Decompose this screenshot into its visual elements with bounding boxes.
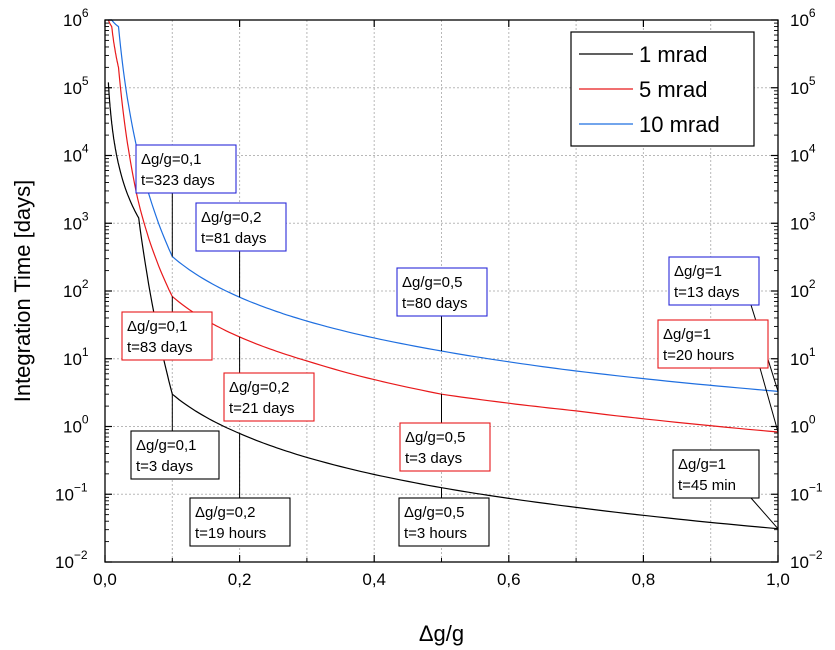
- annotation-leader: [759, 367, 779, 433]
- annotation-value: t=19 hours: [195, 525, 266, 542]
- series-line: [108, 19, 779, 392]
- y-tick-label-right: 103: [790, 209, 816, 233]
- annotation-label: Δg/g=0,1: [141, 151, 201, 168]
- annotation-value: t=3 days: [136, 458, 193, 475]
- annotation-box: [135, 144, 237, 194]
- x-tick-label: 0,8: [632, 570, 656, 589]
- y-tick-label-right: 105: [790, 74, 816, 98]
- annotation-label: Δg/g=0,1: [136, 437, 196, 454]
- y-tick-label: 103: [63, 209, 89, 233]
- annotation-value: t=80 days: [402, 295, 467, 312]
- legend-entry: 1 mrad: [639, 42, 707, 67]
- annotation-label: Δg/g=0,2: [229, 379, 289, 396]
- annotation-value: t=21 days: [229, 400, 294, 417]
- annotation-value: t=45 min: [678, 477, 736, 494]
- y-tick-label: 101: [63, 345, 89, 369]
- annotation-value: t=323 days: [141, 172, 215, 189]
- y-tick-label-right: 100: [790, 413, 816, 437]
- annotation-box: [399, 422, 491, 472]
- annotation-box: [672, 449, 760, 499]
- annotation-label: Δg/g=1: [663, 326, 711, 343]
- annotation-value: t=20 hours: [663, 347, 734, 364]
- annotation-label: Δg/g=0,2: [195, 504, 255, 521]
- x-tick-label: 0,2: [228, 570, 252, 589]
- annotation-box: [121, 311, 213, 361]
- annotation-box: [398, 497, 490, 547]
- annotation-label: Δg/g=0,1: [127, 318, 187, 335]
- series-line: [107, 82, 779, 530]
- y-tick-label: 104: [63, 142, 89, 166]
- y-tick-label: 100: [63, 413, 89, 437]
- x-tick-label: 0,4: [362, 570, 386, 589]
- annotation-box: [189, 497, 291, 547]
- annotation-value: t=3 hours: [404, 525, 467, 542]
- y-tick-label: 10−2: [55, 548, 88, 572]
- annotation-label: Δg/g=0,5: [402, 274, 462, 291]
- legend-entry: 5 mrad: [639, 77, 707, 102]
- annotation-label: Δg/g=0,5: [405, 429, 465, 446]
- legend-entry: 10 mrad: [639, 112, 720, 137]
- annotation-box: [130, 430, 220, 480]
- annotation-label: Δg/g=0,5: [404, 504, 464, 521]
- y-tick-label-right: 10−1: [790, 480, 823, 504]
- y-tick-label-right: 104: [790, 142, 816, 166]
- annotation-leader: [750, 497, 779, 530]
- annotation-box: [657, 319, 769, 369]
- y-tick-label: 102: [63, 277, 89, 301]
- y-tick-label-right: 106: [790, 6, 816, 30]
- y-axis-title: Integration Time [days]: [10, 180, 35, 403]
- annotation-box: [223, 372, 315, 422]
- x-tick-label: 0,6: [497, 570, 521, 589]
- annotation-label: Δg/g=1: [674, 263, 722, 280]
- annotation-label: Δg/g=0,2: [201, 209, 261, 226]
- y-tick-label: 106: [63, 6, 89, 30]
- y-tick-label-right: 10−2: [790, 548, 823, 572]
- annotation-box: [396, 267, 488, 317]
- x-tick-label: 1,0: [766, 570, 790, 589]
- y-tick-label-right: 102: [790, 277, 816, 301]
- annotation-box: [195, 202, 287, 252]
- annotations: Δg/g=0,1 t=323 days Δg/g=0,2 t=81 days Δg/g=…: [121, 144, 769, 547]
- annotation-value: t=83 days: [127, 339, 192, 356]
- annotation-label: Δg/g=1: [678, 456, 726, 473]
- y-tick-label: 10−1: [55, 480, 88, 504]
- y-tick-label: 105: [63, 74, 89, 98]
- x-tick-label: 0,0: [93, 570, 117, 589]
- legend: 1 mrad 5 mrad 10 mrad: [570, 31, 755, 147]
- annotation-value: t=3 days: [405, 450, 462, 467]
- annotation-value: t=13 days: [674, 284, 739, 301]
- y-tick-label-right: 101: [790, 345, 816, 369]
- x-axis-title: Δg/g: [419, 621, 464, 646]
- annotation-value: t=81 days: [201, 230, 266, 247]
- annotation-box: [668, 256, 760, 306]
